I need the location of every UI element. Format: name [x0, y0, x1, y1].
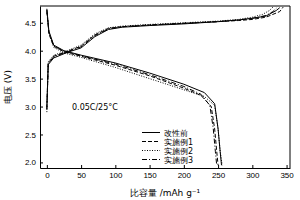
- x-tick-mark: [287, 165, 288, 168]
- x-axis: 0 50 100 150 200 250 300 350: [41, 165, 295, 180]
- frame-top: [40, 6, 290, 7]
- chart: 0 50 100 150 200 250 300 350 2.0 2.5 3.0 3.5 4.0 4.5 改…: [0, 0, 300, 200]
- x-tick-label: 300: [246, 171, 260, 180]
- x-tick-label: 350: [280, 171, 294, 180]
- y-axis: 2.0 2.5 3.0 3.5 4.0 4.5: [25, 7, 43, 169]
- y-axis-title: 电压 (V): [3, 70, 13, 104]
- x-tick: 0: [45, 165, 50, 180]
- x-tick-label: 200: [178, 171, 192, 180]
- y-tick-mark: [40, 51, 43, 52]
- legend-swatch: [142, 150, 160, 151]
- series-line: [47, 8, 280, 166]
- x-tick-mark: [81, 165, 82, 168]
- y-tick: 2.5: [25, 131, 43, 140]
- x-tick: 200: [178, 165, 192, 180]
- y-tick: 4.0: [25, 47, 43, 56]
- x-tick-mark: [218, 165, 219, 168]
- frame-right: [290, 6, 291, 168]
- plot: 0 50 100 150 200 250 300 350 2.0 2.5 3.0 3.5 4.0 4.5 改…: [25, 6, 294, 180]
- x-tick-label: 0: [45, 171, 50, 180]
- x-tick: 50: [77, 165, 86, 180]
- x-tick: 350: [280, 165, 294, 180]
- y-tick: 3.5: [25, 75, 43, 84]
- y-tick-label: 3.5: [25, 75, 37, 84]
- legend-swatch: [142, 141, 160, 142]
- lines: [47, 7, 283, 165]
- legend-label: 实施例2: [164, 147, 193, 156]
- x-tick-mark: [184, 165, 185, 168]
- annotation: 0.05C/25°C: [72, 103, 118, 112]
- y-tick-label: 4.5: [25, 19, 37, 28]
- y-tick: 2.0: [25, 158, 43, 167]
- y-tick: 4.5: [25, 19, 43, 28]
- x-axis-title: 比容量 /mAh g⁻¹: [130, 188, 201, 198]
- legend-label: 实施例1: [164, 138, 193, 147]
- x-tick: 300: [246, 165, 260, 180]
- x-tick-label: 250: [212, 171, 226, 180]
- x-tick: 100: [109, 165, 123, 180]
- x-tick-mark: [252, 165, 253, 168]
- y-tick-mark: [40, 107, 43, 108]
- y-axis-line: [40, 7, 41, 169]
- x-tick-label: 50: [77, 171, 86, 180]
- x-tick: 250: [212, 165, 226, 180]
- x-tick-mark: [47, 165, 48, 168]
- x-tick-label: 150: [143, 171, 157, 180]
- y-tick-label: 2.5: [25, 131, 37, 140]
- legend-label: 改性前: [164, 129, 188, 138]
- y-tick-mark: [40, 134, 43, 135]
- x-axis-line: [41, 168, 291, 169]
- y-tick-label: 2.0: [25, 158, 37, 167]
- y-tick-label: 4.0: [25, 47, 37, 56]
- series-line: [47, 7, 273, 165]
- legend: 改性前实施例1实施例2实施例3: [142, 129, 193, 165]
- x-tick-label: 100: [109, 171, 123, 180]
- y-tick-mark: [40, 79, 43, 80]
- y-tick-mark: [40, 23, 43, 24]
- legend-label: 实施例3: [164, 156, 193, 165]
- series-line: [47, 7, 283, 165]
- y-tick-mark: [40, 162, 43, 163]
- legend-swatch: [142, 132, 160, 133]
- x-tick-mark: [150, 165, 151, 168]
- legend-swatch: [142, 159, 160, 160]
- y-tick: 3.0: [25, 103, 43, 112]
- y-tick-label: 3.0: [25, 103, 37, 112]
- x-tick: 150: [143, 165, 157, 180]
- x-tick-mark: [115, 165, 116, 168]
- series-line: [47, 8, 276, 165]
